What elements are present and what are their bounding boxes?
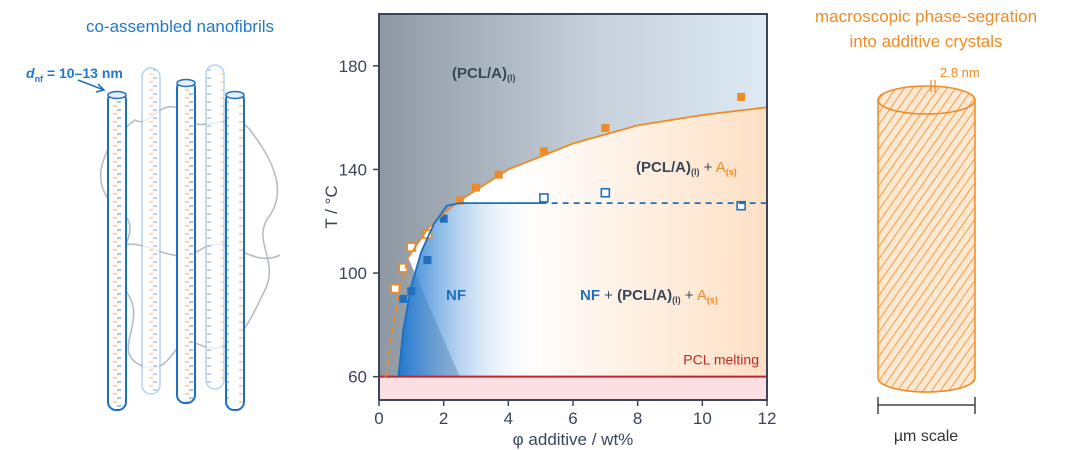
left-title: co-assembled nanofibrils — [86, 17, 274, 36]
label-part: (s) — [726, 167, 737, 177]
label-part: A — [716, 159, 726, 176]
crystal-illustration — [877, 80, 976, 414]
data-point — [539, 147, 548, 156]
phase-diagram: PCL melting(PCL/A)(l)(PCL/A)(l) + A(s)NF… — [322, 13, 777, 449]
right-title: into additive crystals — [849, 32, 1002, 51]
label-part: A — [697, 287, 707, 304]
data-point — [399, 294, 408, 303]
y-axis-label: T / °C — [322, 185, 341, 228]
label-part: (PCL/A) — [636, 159, 691, 176]
right-title: macroscopic phase-segration — [815, 7, 1037, 26]
diameter-value: = 10–13 nm — [43, 65, 123, 81]
y-tick-label: 100 — [339, 264, 367, 283]
data-point — [601, 123, 610, 132]
label-part: + — [700, 159, 716, 176]
x-tick-label: 12 — [758, 409, 777, 428]
x-tick-label: 6 — [568, 409, 577, 428]
nanofibril-illustration — [77, 64, 281, 411]
y-tick-label: 140 — [339, 160, 367, 179]
label-part: (PCL/A) — [452, 65, 507, 82]
spacing-label: 2.8 nm — [940, 65, 980, 80]
region-shade — [379, 376, 767, 400]
label-part: (l) — [507, 73, 516, 83]
data-point — [407, 287, 416, 296]
region-label: (PCL/A)(l) + A(s) — [636, 159, 737, 177]
x-tick-label: 8 — [633, 409, 642, 428]
region-label: NF — [446, 287, 466, 304]
label-part: NF — [580, 287, 600, 304]
label-part: (PCL/A) — [617, 287, 672, 304]
data-point — [398, 263, 409, 273]
x-axis-label: φ additive / wt% — [513, 430, 634, 449]
label-part: NF — [446, 287, 466, 304]
label-part: + — [600, 287, 617, 304]
data-point — [737, 92, 746, 101]
data-point — [736, 200, 746, 211]
region-label: NF + (PCL/A)(l) + A(s) — [580, 287, 718, 305]
data-point — [439, 214, 448, 223]
diameter-subscript: nf — [35, 74, 44, 84]
diameter-symbol: d — [26, 65, 35, 81]
label-part: (s) — [707, 295, 718, 305]
data-point — [600, 187, 611, 198]
fit-line — [384, 257, 409, 377]
y-tick-label: 180 — [339, 57, 367, 76]
fit-line — [397, 202, 541, 377]
reference-label: PCL melting — [683, 352, 759, 368]
label-part: + — [681, 287, 697, 304]
data-point — [472, 183, 480, 192]
data-point — [539, 193, 549, 203]
label-part: (l) — [672, 295, 681, 305]
x-tick-label: 0 — [374, 409, 383, 428]
y-tick-label: 60 — [348, 368, 367, 387]
data-point — [390, 283, 400, 294]
x-tick-label: 4 — [504, 409, 513, 428]
x-tick-label: 10 — [693, 409, 712, 428]
data-point — [423, 256, 432, 265]
diameter-label: dnf = 10–13 nm — [26, 65, 123, 84]
region-shade — [398, 203, 541, 377]
label-part: (l) — [691, 167, 700, 177]
scale-label: µm scale — [894, 428, 958, 445]
region-label: (PCL/A)(l) — [452, 65, 516, 83]
x-tick-label: 2 — [439, 409, 448, 428]
